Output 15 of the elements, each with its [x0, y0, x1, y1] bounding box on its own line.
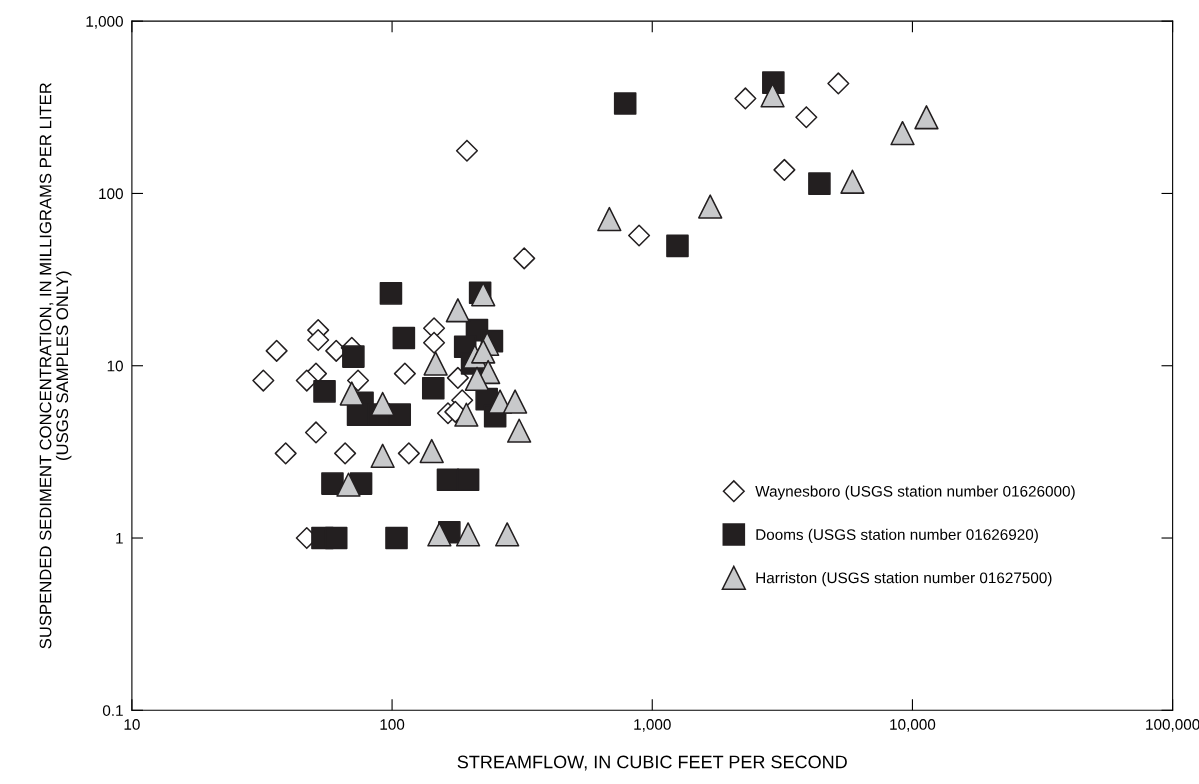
y-tick-label: 100	[99, 188, 123, 200]
y-axis-title: SUSPENDED SEDIMENT CONCENTRATION, IN MILLIGRAMS PER LITER (USGS SAMPLES ONLY)	[39, 82, 72, 649]
x-tick-label: 100	[380, 719, 405, 730]
x-tick-label: 10	[124, 719, 140, 730]
x-tick-label: 1,000	[634, 719, 671, 732]
legend-label: Dooms (USGS station number 01626920)	[756, 528, 1038, 544]
legend-label: Harriston (USGS station number 01627500)	[756, 572, 1052, 587]
x-tick-label: 100,000	[1146, 719, 1199, 732]
x-tick-label: 10,000	[890, 719, 936, 732]
y-tick-label: 10	[107, 360, 123, 372]
legend-label: Waynesboro (USGS station number 01626000)	[755, 485, 1075, 500]
y-tick-label: 1,000	[86, 16, 123, 29]
y-tick-label: 0.1	[102, 705, 123, 716]
x-axis-title: STREAMFLOW, IN CUBIC FEET PER SECOND	[457, 755, 847, 771]
y-tick-label: 1	[116, 533, 123, 544]
